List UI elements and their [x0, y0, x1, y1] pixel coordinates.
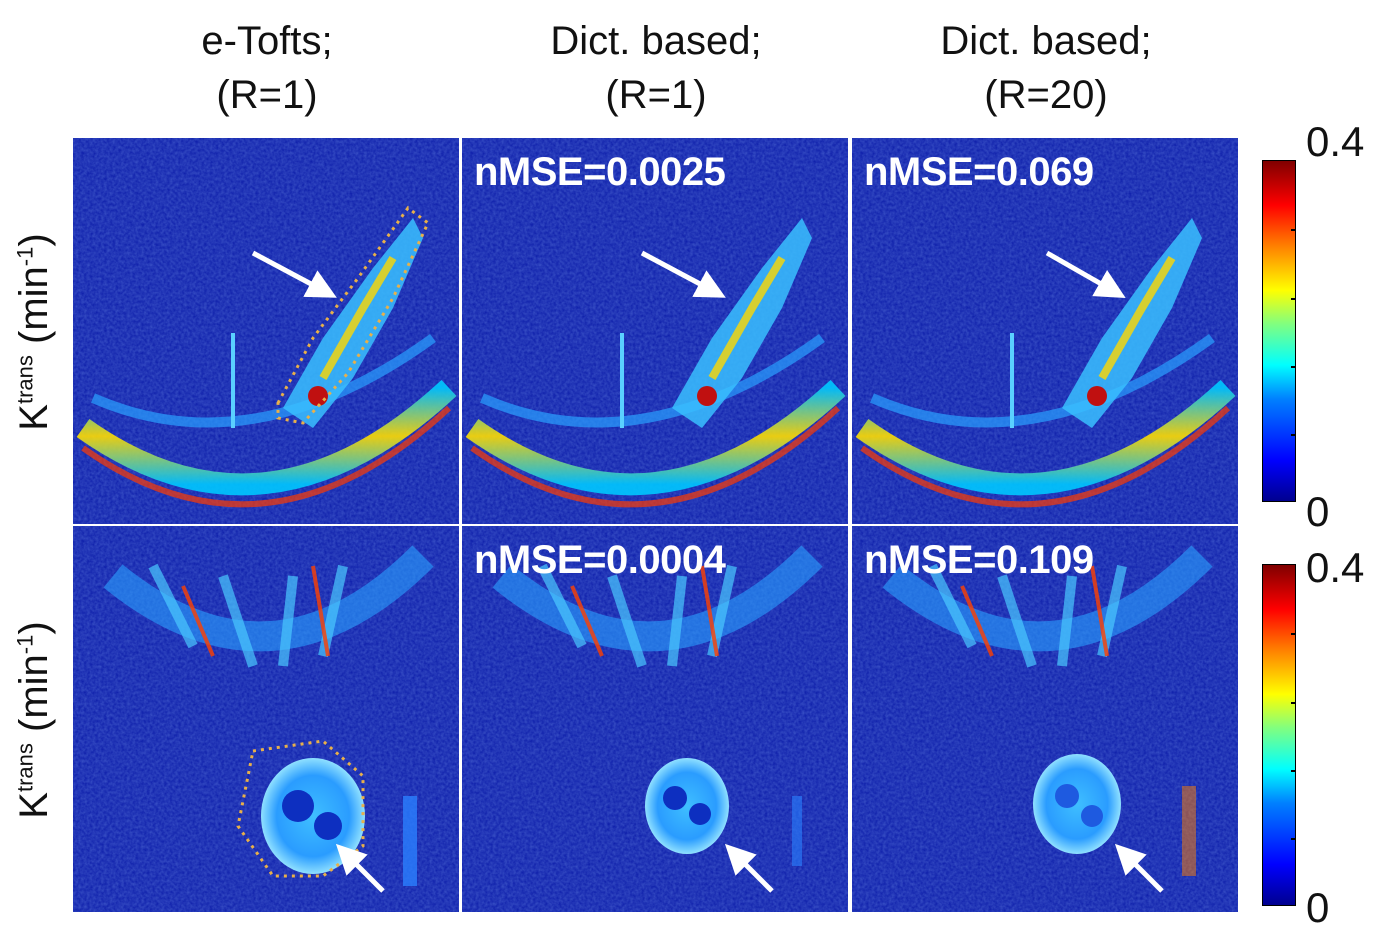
ktrans-symbol: K: [12, 404, 56, 431]
ktrans-map-image: [852, 138, 1238, 524]
column-title-line1: Dict. based;: [940, 19, 1152, 63]
ktrans-symbol: K: [12, 792, 56, 819]
map-row2-dict-r1: nMSE=0.0004: [462, 526, 848, 912]
colorbar-row1-min: 0: [1306, 488, 1330, 535]
unit-close: ): [12, 621, 56, 635]
ktrans-superscript: trans: [12, 743, 38, 793]
column-title-line1: e-Tofts;: [201, 19, 333, 63]
colorbar-row1: [1262, 160, 1296, 502]
column-title-dict-r20: Dict. based; (R=20): [851, 14, 1241, 122]
colorbar-row2: [1262, 564, 1296, 906]
arrow-icon: [335, 843, 385, 893]
ktrans-map-image: [462, 138, 848, 524]
map-row2-dict-r20: nMSE=0.109: [852, 526, 1238, 912]
map-row1-dict-r1: nMSE=0.0025: [462, 138, 848, 524]
column-title-etofts-r1: e-Tofts; (R=1): [72, 14, 462, 122]
unit: (min: [12, 654, 56, 732]
ktrans-map-image: [462, 526, 848, 912]
column-title-line2: (R=1): [216, 73, 318, 117]
arrow-icon: [1114, 843, 1164, 893]
colorbar-row2-min: 0: [1306, 884, 1330, 931]
unit-exponent: -1: [12, 634, 38, 655]
ktrans-map-image: [852, 526, 1238, 912]
ktrans-map-image: [73, 526, 459, 912]
arrow-icon: [1045, 250, 1126, 298]
column-title-line1: Dict. based;: [550, 19, 762, 63]
colorbar-row2-max: 0.4: [1306, 544, 1365, 591]
map-row2-etofts: [73, 526, 459, 912]
arrow-icon: [724, 843, 774, 893]
row-label-2: Ktrans (min-1): [4, 526, 64, 914]
unit-close: ): [12, 233, 56, 247]
nmse-label: nMSE=0.0004: [474, 538, 726, 582]
column-title-line2: (R=20): [984, 73, 1108, 117]
column-title-dict-r1: Dict. based; (R=1): [461, 14, 851, 122]
ktrans-map-image: [73, 138, 459, 524]
arrow-icon: [251, 250, 337, 298]
row-label-1: Ktrans (min-1): [4, 138, 64, 526]
unit-exponent: -1: [12, 246, 38, 267]
nmse-label: nMSE=0.109: [864, 538, 1094, 582]
colorbar-row1-max: 0.4: [1306, 118, 1365, 165]
nmse-label: nMSE=0.0025: [474, 150, 726, 194]
column-title-line2: (R=1): [605, 73, 707, 117]
map-row1-etofts: [73, 138, 459, 524]
nmse-label: nMSE=0.069: [864, 150, 1094, 194]
map-row1-dict-r20: nMSE=0.069: [852, 138, 1238, 524]
ktrans-superscript: trans: [12, 355, 38, 405]
unit: (min: [12, 266, 56, 344]
arrow-icon: [640, 250, 726, 298]
